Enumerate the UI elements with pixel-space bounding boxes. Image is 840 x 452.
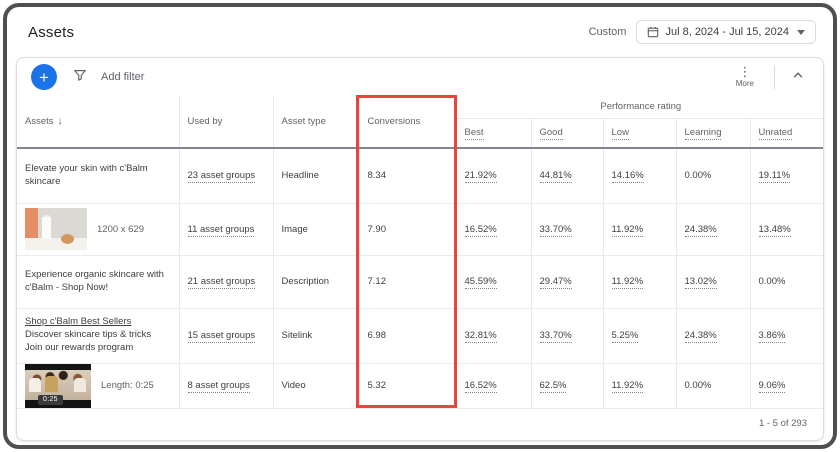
column-header-good[interactable]: Good <box>530 118 603 148</box>
rating-learning[interactable]: 13.02% <box>684 276 717 289</box>
column-header-best[interactable]: Best <box>455 118 531 148</box>
video-length-label: Length: 0:25 <box>101 380 154 391</box>
column-header-low[interactable]: Low <box>602 118 676 148</box>
used-by-link[interactable]: 8 asset groups <box>187 380 250 393</box>
rating-unrated[interactable]: 3.86% <box>758 330 786 343</box>
rating-good[interactable]: 29.47% <box>539 276 572 289</box>
column-header-assets[interactable]: Assets ↓ <box>25 116 63 127</box>
calendar-icon <box>647 26 659 38</box>
table-row: 1200 x 629 11 asset groups Image 7.90 16… <box>17 202 823 255</box>
conversions-value: 7.12 <box>367 276 387 287</box>
rating-learning[interactable]: 0.00% <box>684 170 712 182</box>
more-label: More <box>735 78 754 88</box>
date-range-controls: Custom Jul 8, 2024 - Jul 15, 2024 <box>589 20 816 44</box>
rating-best[interactable]: 45.59% <box>464 276 497 289</box>
conversions-value: 8.34 <box>367 170 387 182</box>
rating-low[interactable]: 11.92% <box>611 276 644 289</box>
plus-icon: + <box>39 67 49 87</box>
used-by-link[interactable]: 21 asset groups <box>187 276 256 289</box>
table-row: Experience organic skincare with c'Balm … <box>17 254 823 308</box>
column-header-learning[interactable]: Learning <box>675 118 750 148</box>
conversions-value: 5.32 <box>367 380 387 391</box>
rating-learning[interactable]: 24.38% <box>684 330 717 343</box>
rating-unrated[interactable]: 13.48% <box>758 223 791 237</box>
chevron-up-icon <box>791 68 805 87</box>
rating-best[interactable]: 32.81% <box>464 330 497 343</box>
sitelink-description-line: Join our rewards program <box>25 341 134 353</box>
page-header: Assets Custom Jul 8, 2024 - Jul 15, 2024 <box>28 14 816 50</box>
date-range-picker[interactable]: Jul 8, 2024 - Jul 15, 2024 <box>636 20 816 44</box>
rating-unrated[interactable]: 9.06% <box>758 380 786 393</box>
column-header-asset-type[interactable]: Asset type <box>272 96 359 148</box>
column-group-performance-rating: Performance rating <box>455 96 823 119</box>
asset-type-value: Video <box>281 380 306 391</box>
used-by-link[interactable]: 23 asset groups <box>187 170 256 184</box>
table-footer: 1 - 5 of 293 <box>17 407 823 438</box>
more-button[interactable]: ⋮ More <box>726 63 764 88</box>
rating-good[interactable]: 33.70% <box>539 223 572 237</box>
image-thumbnail[interactable] <box>25 208 87 250</box>
conversions-value: 6.98 <box>367 330 387 341</box>
conversions-value: 7.90 <box>367 223 387 235</box>
rating-best[interactable]: 16.52% <box>464 223 497 237</box>
rating-learning[interactable]: 0.00% <box>684 380 712 391</box>
toolbar-right: ⋮ More <box>726 64 811 91</box>
rating-unrated[interactable]: 0.00% <box>758 276 786 287</box>
filter-funnel-icon <box>73 68 87 87</box>
pagination-label: 1 - 5 of 293 <box>758 417 807 429</box>
sort-descending-icon: ↓ <box>57 116 63 127</box>
kebab-icon: ⋮ <box>738 63 752 79</box>
asset-type-value: Description <box>281 276 330 287</box>
rating-best[interactable]: 16.52% <box>464 380 497 393</box>
filter-button[interactable] <box>73 68 87 87</box>
add-button[interactable]: + <box>31 64 57 90</box>
collapse-table-button[interactable] <box>785 64 811 91</box>
table-row: Shop c'Balm Best Sellers Discover skinca… <box>17 307 823 363</box>
rating-low[interactable]: 11.92% <box>611 380 644 393</box>
add-filter-label[interactable]: Add filter <box>101 71 145 83</box>
chevron-down-icon <box>797 29 805 35</box>
column-header-unrated[interactable]: Unrated <box>749 118 823 148</box>
sitelink-description-line: Discover skincare tips & tricks <box>25 329 152 341</box>
rating-best[interactable]: 21.92% <box>464 170 497 184</box>
toolbar-divider <box>774 65 775 89</box>
asset-headline-text: Elevate your skin with c'Balm skincare <box>25 162 148 187</box>
rating-learning[interactable]: 24.38% <box>684 223 717 237</box>
rating-unrated[interactable]: 19.11% <box>758 170 791 184</box>
assets-table-card: + Add filter ⋮ More <box>16 57 824 441</box>
date-range-value: Jul 8, 2024 - Jul 15, 2024 <box>665 26 789 38</box>
rating-good[interactable]: 62.5% <box>539 380 567 393</box>
rating-good[interactable]: 44.81% <box>539 170 572 184</box>
used-by-link[interactable]: 15 asset groups <box>187 330 256 343</box>
rating-low[interactable]: 11.92% <box>611 223 644 237</box>
column-header-used-by[interactable]: Used by <box>178 96 273 148</box>
used-by-link[interactable]: 11 asset groups <box>187 223 255 237</box>
asset-type-value: Headline <box>281 170 320 182</box>
rating-low[interactable]: 5.25% <box>611 330 639 343</box>
table-row: 0:25 Length: 0:25 8 asset groups Video 5… <box>17 362 823 408</box>
image-dimensions-label: 1200 x 629 <box>97 223 145 235</box>
video-thumbnail[interactable]: 0:25 <box>25 363 91 408</box>
rating-low[interactable]: 14.16% <box>611 170 644 184</box>
column-header-conversions[interactable]: Conversions <box>358 96 456 148</box>
page-title: Assets <box>28 23 75 41</box>
date-preset-label: Custom <box>588 26 627 38</box>
video-duration-badge: 0:25 <box>38 394 63 405</box>
asset-type-value: Sitelink <box>281 330 313 341</box>
rating-good[interactable]: 33.70% <box>539 330 572 343</box>
table-toolbar: + Add filter ⋮ More <box>17 58 823 96</box>
asset-description-text: Experience organic skincare with c'Balm … <box>25 268 164 293</box>
sitelink-title-link[interactable]: Shop c'Balm Best Sellers <box>25 316 132 328</box>
assets-table: Assets ↓ Used by Asset type Conversions P… <box>17 96 823 408</box>
asset-type-value: Image <box>281 223 308 235</box>
table-row: Elevate your skin with c'Balm skincare 2… <box>17 147 823 203</box>
